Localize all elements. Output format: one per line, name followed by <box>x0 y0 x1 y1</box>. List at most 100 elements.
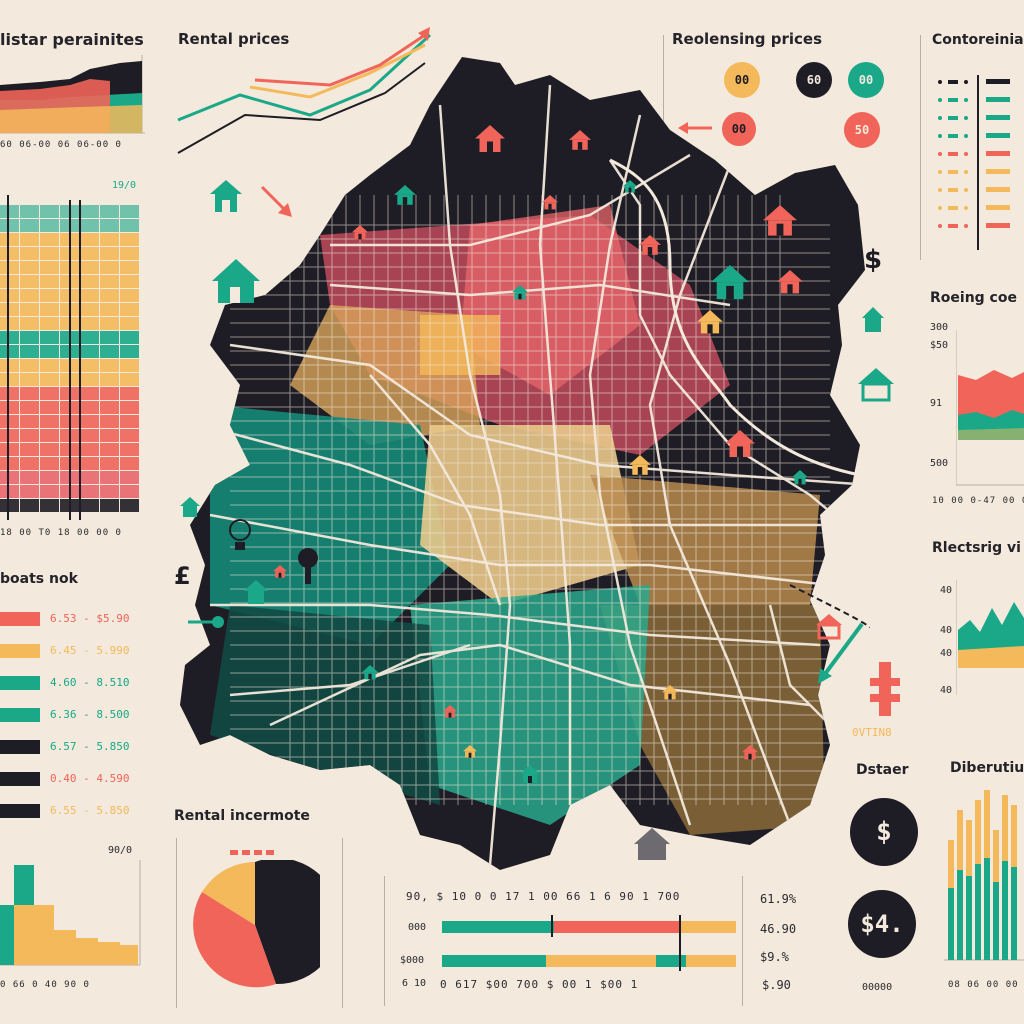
house-icon <box>697 310 723 334</box>
right-top-dot-chart <box>938 75 1010 250</box>
pie-title: Rental incermote <box>174 808 310 824</box>
right-mid-tick-3: 91 <box>930 398 943 409</box>
left-bottom-value: 90/0 <box>108 845 133 856</box>
legend-swatch <box>0 772 40 786</box>
arrow-icon <box>678 122 712 134</box>
house-icon <box>352 225 368 240</box>
right-mid-tick-2: $50 <box>930 340 949 351</box>
distance-footer: 00000 <box>862 982 893 993</box>
hydrant-label: 0VTIN8 <box>852 726 892 739</box>
right-low-tick-2: 40 <box>940 625 953 636</box>
bars-value-1: 61.9% <box>760 892 797 906</box>
left-top-area-chart <box>0 55 145 134</box>
legend-range-label: 6.55 - 5.850 <box>50 804 130 817</box>
price-badge-1: 00 <box>724 62 760 98</box>
house-icon <box>443 705 457 718</box>
price-badge-4: 00 <box>722 112 756 146</box>
lightbulb-icon <box>229 519 251 550</box>
bars-row-label-2: $000 <box>400 955 425 966</box>
house-icon <box>542 195 558 210</box>
house-icon <box>512 285 528 300</box>
right-low-tick-4: 40 <box>940 685 953 696</box>
house-icon <box>862 307 884 332</box>
bars-top-ticks: 90, $ 10 0 0 17 1 00 66 1 6 90 1 700 <box>406 890 681 903</box>
house-icon <box>816 614 842 640</box>
left-top-title: listar perainites <box>0 30 144 49</box>
right-bottom-title: Diberutiu <box>950 760 1024 776</box>
rental-prices-title: Rental prices <box>178 30 290 48</box>
bars-row-label-3: 6 10 <box>402 978 427 989</box>
legend-range-label: 6.53 - $5.90 <box>50 612 130 625</box>
right-mid-axis: 10 00 0-47 00 00 <box>932 496 1024 506</box>
house-icon <box>634 828 670 860</box>
house-icon <box>520 765 540 783</box>
house-icon <box>792 470 808 485</box>
house-icon <box>475 125 505 152</box>
rental-bars-chart <box>442 915 736 971</box>
legend-range-label: 6.57 - 5.850 <box>50 740 130 753</box>
house-icon <box>273 565 287 578</box>
bars-value-2: 46.90 <box>760 922 797 936</box>
bars-value-3: $9.% <box>760 950 789 964</box>
right-bottom-bar-chart <box>944 790 1024 961</box>
pin-icon <box>298 548 318 584</box>
distance-circle-1: $ <box>850 798 918 866</box>
house-icon <box>858 368 894 402</box>
house-icon <box>212 259 260 303</box>
right-mid-title: Roeing coe <box>930 290 1017 306</box>
house-icon <box>763 205 797 236</box>
house-icon <box>639 235 661 255</box>
right-low-tick-3: 40 <box>940 648 953 659</box>
right-bottom-axis: 08 06 00 00 <box>948 980 1019 990</box>
price-badge-2: 60 <box>796 62 832 98</box>
house-icon <box>725 430 755 457</box>
legend-swatch <box>0 708 40 722</box>
right-low-tick-1: 40 <box>940 585 953 596</box>
house-icon <box>244 580 268 604</box>
house-icon <box>777 270 803 294</box>
right-mid-area-chart <box>956 330 1024 486</box>
legend-range-label: 6.36 - 8.500 <box>50 708 130 721</box>
left-heat-ticks: 18 00 T0 18 00 00 0 <box>0 528 122 538</box>
dollar-icon: £ <box>174 562 191 590</box>
city-rent-map <box>180 57 870 870</box>
arrow-icon <box>818 622 864 684</box>
house-icon <box>711 265 749 300</box>
right-low-title: Rlectsrig vi <box>932 540 1021 556</box>
left-bottom-bar-chart <box>0 860 141 966</box>
arrow-icon <box>260 185 292 217</box>
key-icon <box>188 616 224 628</box>
house-icon <box>742 745 758 760</box>
house-icon <box>362 665 378 680</box>
legend-swatch <box>0 804 40 818</box>
hydrant-icon <box>870 662 900 716</box>
left-bottom-ticks: 0 66 0 40 90 0 <box>0 980 90 990</box>
left-heat-value: 19/0 <box>112 180 137 191</box>
left-top-ticks: 60 06-00 06 06-00 0 <box>0 140 122 150</box>
bars-bottom-ticks: 0 617 $00 700 $ 00 1 $00 1 <box>440 978 639 991</box>
bars-value-4: $.90 <box>762 978 791 992</box>
legend-range-label: 6.45 - 5.990 <box>50 644 130 657</box>
right-top-title: Contoreinia <box>932 32 1024 48</box>
rental-prices-trend-arrows <box>177 27 432 154</box>
reolensing-prices-title: Reolensing prices <box>672 30 822 48</box>
right-low-area-chart <box>956 580 1024 695</box>
house-icon <box>210 180 242 212</box>
left-heatmap <box>0 195 139 520</box>
left-legend-title: boats nok <box>0 571 78 587</box>
legend-swatch <box>0 612 40 626</box>
dollar-icon: $ <box>864 245 883 275</box>
price-badge-5: 50 <box>844 112 880 148</box>
legend-range-label: 4.60 - 8.510 <box>50 676 130 689</box>
distance-title: Dstaer <box>856 762 909 778</box>
house-icon <box>662 685 678 700</box>
legend-swatch <box>0 644 40 658</box>
right-mid-tick-4: 500 <box>930 458 949 469</box>
distance-circle-2: $4. <box>848 890 916 958</box>
legend-swatch <box>0 676 40 690</box>
bars-row-label-1: 000 <box>408 922 427 933</box>
house-icon <box>623 180 637 193</box>
house-icon <box>629 455 651 475</box>
legend-swatch <box>0 740 40 754</box>
right-mid-tick-1: 300 <box>930 322 949 333</box>
